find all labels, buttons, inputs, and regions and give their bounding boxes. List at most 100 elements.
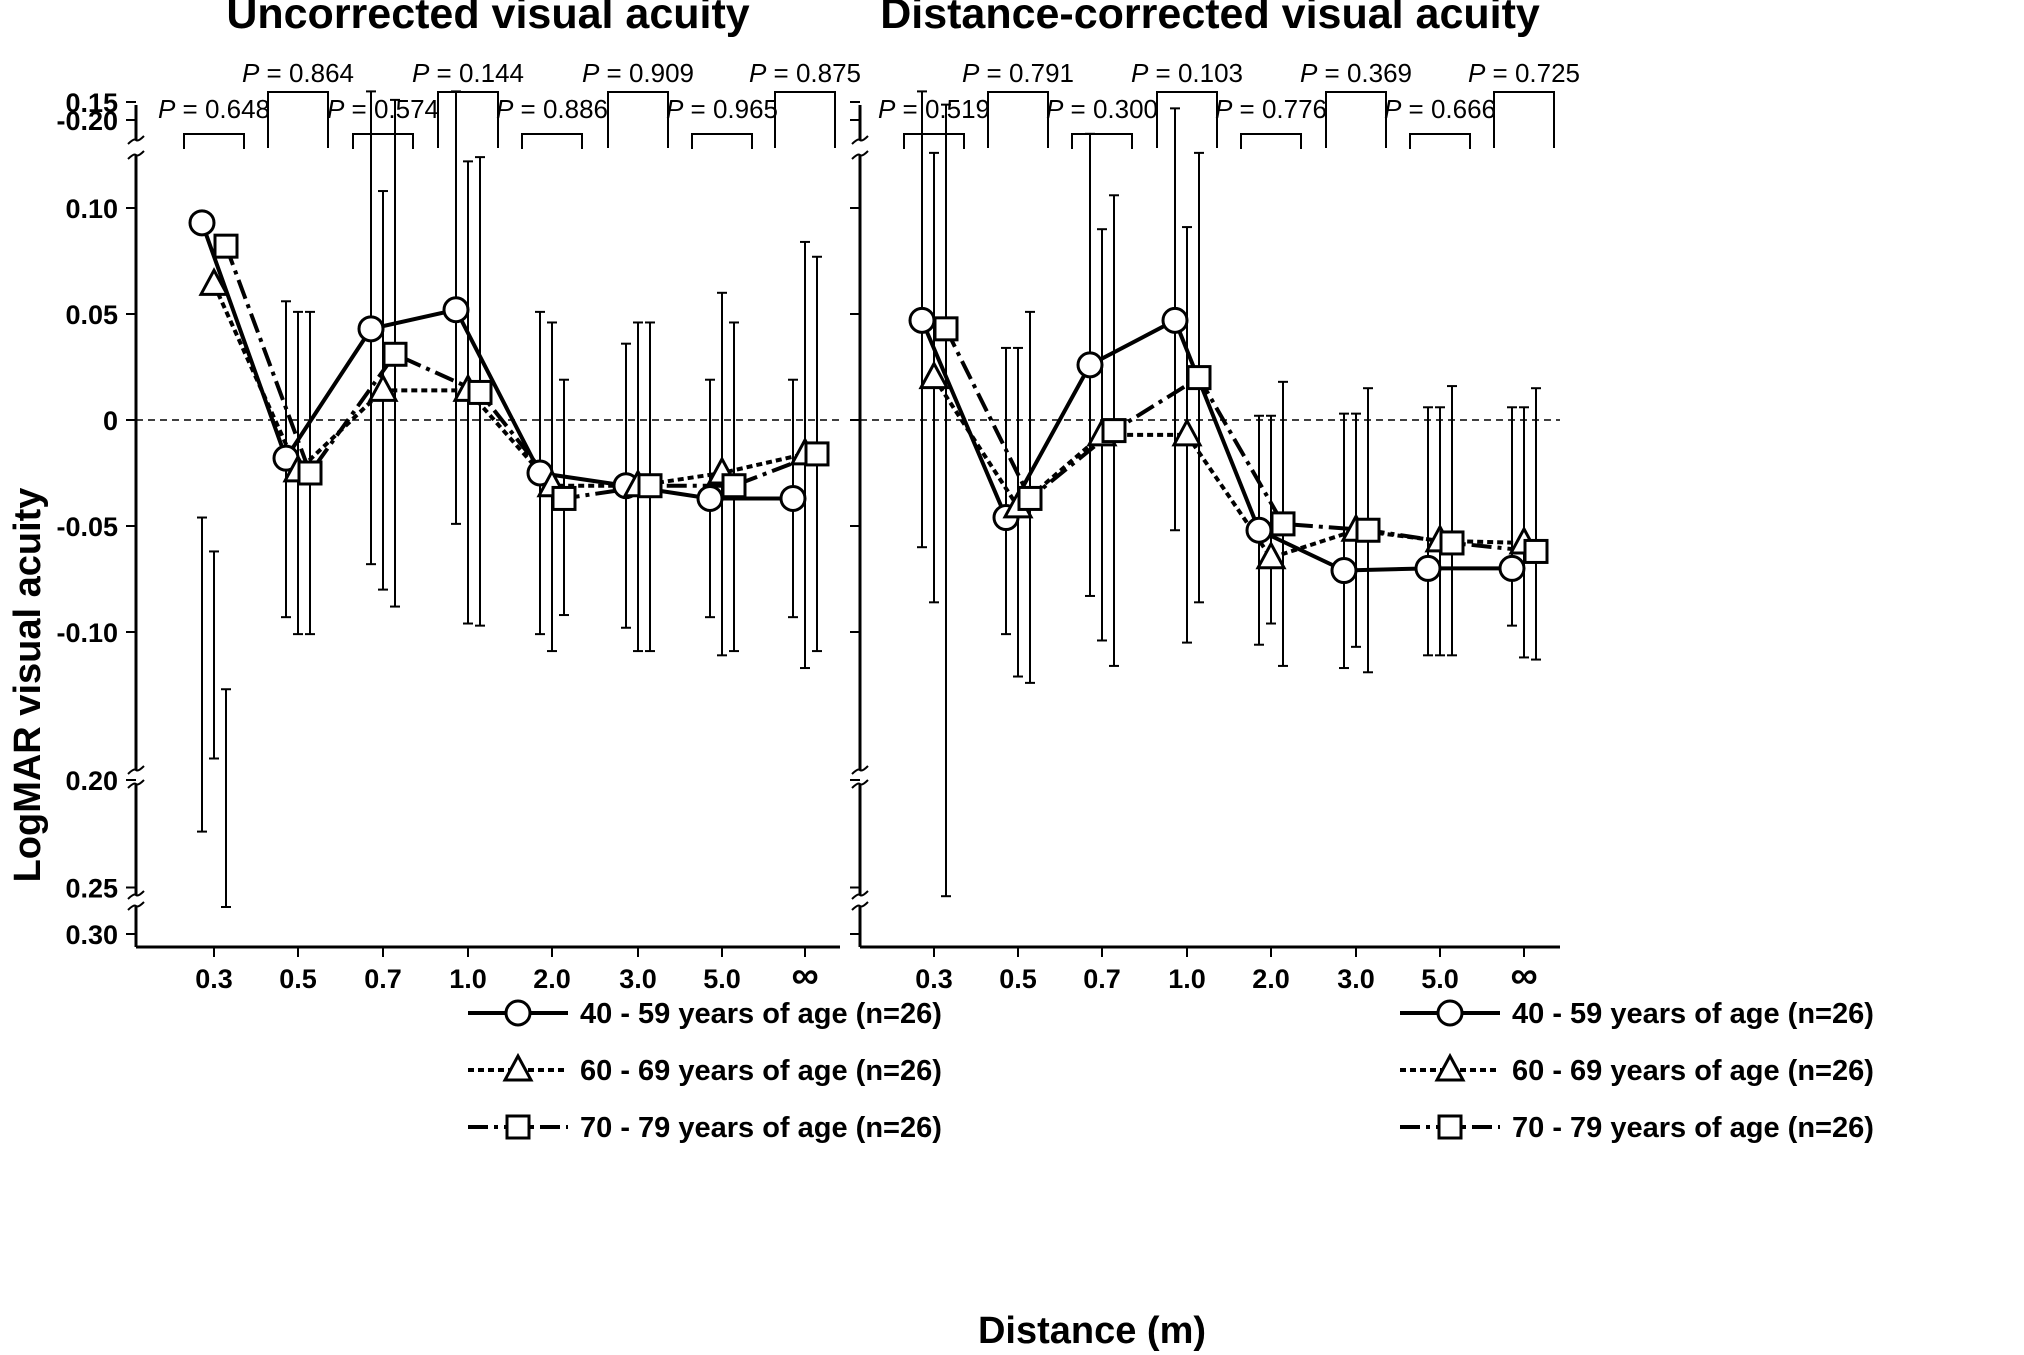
p-value-label: P = 0.909 [582, 58, 694, 88]
square-marker [804, 441, 830, 467]
x-tick-label: ∞ [791, 955, 818, 997]
series-line [920, 317, 1512, 573]
circle-marker [442, 296, 470, 324]
p-value-bracket [352, 133, 414, 149]
circle-marker [908, 306, 936, 334]
series-line [200, 222, 793, 501]
square-marker [297, 460, 323, 486]
axis-break-mark [127, 150, 145, 160]
axis-break-mark [127, 765, 145, 775]
panel-distance-corrected: Distance-corrected visual acuity 0.3 0.5 0.… [850, 0, 1874, 1144]
square-marker [1017, 485, 1043, 511]
circle-marker [1436, 999, 1464, 1027]
triangle-marker [1171, 417, 1203, 447]
y-tick-label: 0.25 [65, 874, 118, 904]
x-tick-label: 3.0 [1337, 964, 1375, 994]
y-tick-label: -0.20 [56, 106, 118, 136]
y-tick-label: -0.05 [56, 512, 118, 542]
p-value-label: P = 0.776 [1215, 94, 1327, 124]
y-tick-label: 0.05 [65, 300, 118, 330]
p-value-bracket [774, 91, 836, 148]
circle-marker [779, 484, 807, 512]
circle-marker [357, 315, 385, 343]
axis-break-mark [851, 890, 869, 900]
axis-break-mark [127, 890, 145, 900]
square-marker [1186, 365, 1212, 391]
square-marker [1101, 418, 1127, 444]
p-value-bracket [267, 91, 329, 148]
x-tick-label: 5.0 [703, 964, 741, 994]
square-marker [505, 1114, 531, 1140]
x-tick-label: ∞ [1510, 955, 1537, 997]
p-value-bracket [1071, 133, 1133, 149]
p-value-bracket [1240, 133, 1302, 149]
circle-marker [188, 209, 216, 237]
p-value-label: P = 0.666 [1384, 94, 1496, 124]
x-tick-label: 0.5 [279, 964, 317, 994]
y-tick-label: 0.20 [65, 766, 118, 796]
p-value-bracket [1493, 91, 1555, 148]
axis-break-mark [851, 765, 869, 775]
p-value-label: P = 0.875 [749, 58, 861, 88]
chart-title: Uncorrected visual acuity [226, 0, 749, 38]
x-tick-label: 3.0 [619, 964, 657, 994]
circle-marker [1414, 554, 1442, 582]
square-marker [1437, 1114, 1463, 1140]
y-tick-label: -0.10 [56, 618, 118, 648]
p-value-bracket [183, 133, 245, 149]
y-axis-label: LogMAR visual acuity [7, 488, 49, 883]
circle-marker [504, 999, 532, 1027]
square-marker [1270, 511, 1296, 537]
p-value-bracket [903, 133, 965, 149]
legend-label: 40 - 59 years of age (n=26) [1512, 998, 1874, 1030]
p-value-bracket [1409, 133, 1471, 149]
x-axis-label: Distance (m) [978, 1310, 1206, 1352]
square-marker [1523, 538, 1549, 564]
legend-label: 70 - 79 years of age (n=26) [580, 1112, 942, 1144]
square-marker [933, 316, 959, 342]
p-value-label: P = 0.886 [496, 94, 608, 124]
triangle-marker [1255, 540, 1287, 570]
circle-marker [1330, 557, 1358, 585]
p-value-bracket [987, 91, 1049, 148]
square-marker [213, 233, 239, 259]
p-value-label: P = 0.864 [242, 58, 354, 88]
y-tick-label: 0.15 [65, 88, 118, 118]
square-marker [382, 341, 408, 367]
y-tick-label: 0 [103, 406, 118, 436]
p-value-label: P = 0.725 [1468, 58, 1580, 88]
p-value-label: P = 0.300 [1046, 94, 1158, 124]
series-line [212, 283, 806, 488]
p-value-label: P = 0.103 [1131, 58, 1243, 88]
x-tick-label: 2.0 [533, 964, 571, 994]
series-line [944, 327, 1537, 554]
triangle-marker [502, 1052, 534, 1082]
square-marker [1355, 517, 1381, 543]
axis-break-mark [851, 150, 869, 160]
p-value-label: P = 0.791 [962, 58, 1074, 88]
circle-marker [696, 484, 724, 512]
axis-break-mark [127, 135, 145, 145]
chart-title: Distance-corrected visual acuity [880, 0, 1540, 38]
circle-marker [1076, 351, 1104, 379]
x-tick-label: 0.5 [999, 964, 1037, 994]
x-tick-label: 0.7 [364, 964, 402, 994]
p-value-label: P = 0.369 [1300, 58, 1412, 88]
x-tick-label: 5.0 [1421, 964, 1459, 994]
square-marker [467, 379, 493, 405]
p-value-bracket [1156, 91, 1218, 148]
square-marker [721, 473, 747, 499]
series-line [932, 376, 1525, 561]
legend-label: 70 - 79 years of age (n=26) [1512, 1112, 1874, 1144]
p-value-label: P = 0.519 [878, 94, 990, 124]
axis-break-mark [851, 135, 869, 145]
circle-marker [1245, 516, 1273, 544]
square-marker [1439, 530, 1465, 556]
axis-break-mark [851, 779, 869, 789]
square-marker [637, 473, 663, 499]
x-tick-label: 0.3 [915, 964, 953, 994]
triangle-marker [198, 267, 230, 296]
p-value-label: P = 0.965 [666, 94, 778, 124]
p-value-bracket [1325, 91, 1387, 148]
triangle-marker [367, 373, 399, 402]
